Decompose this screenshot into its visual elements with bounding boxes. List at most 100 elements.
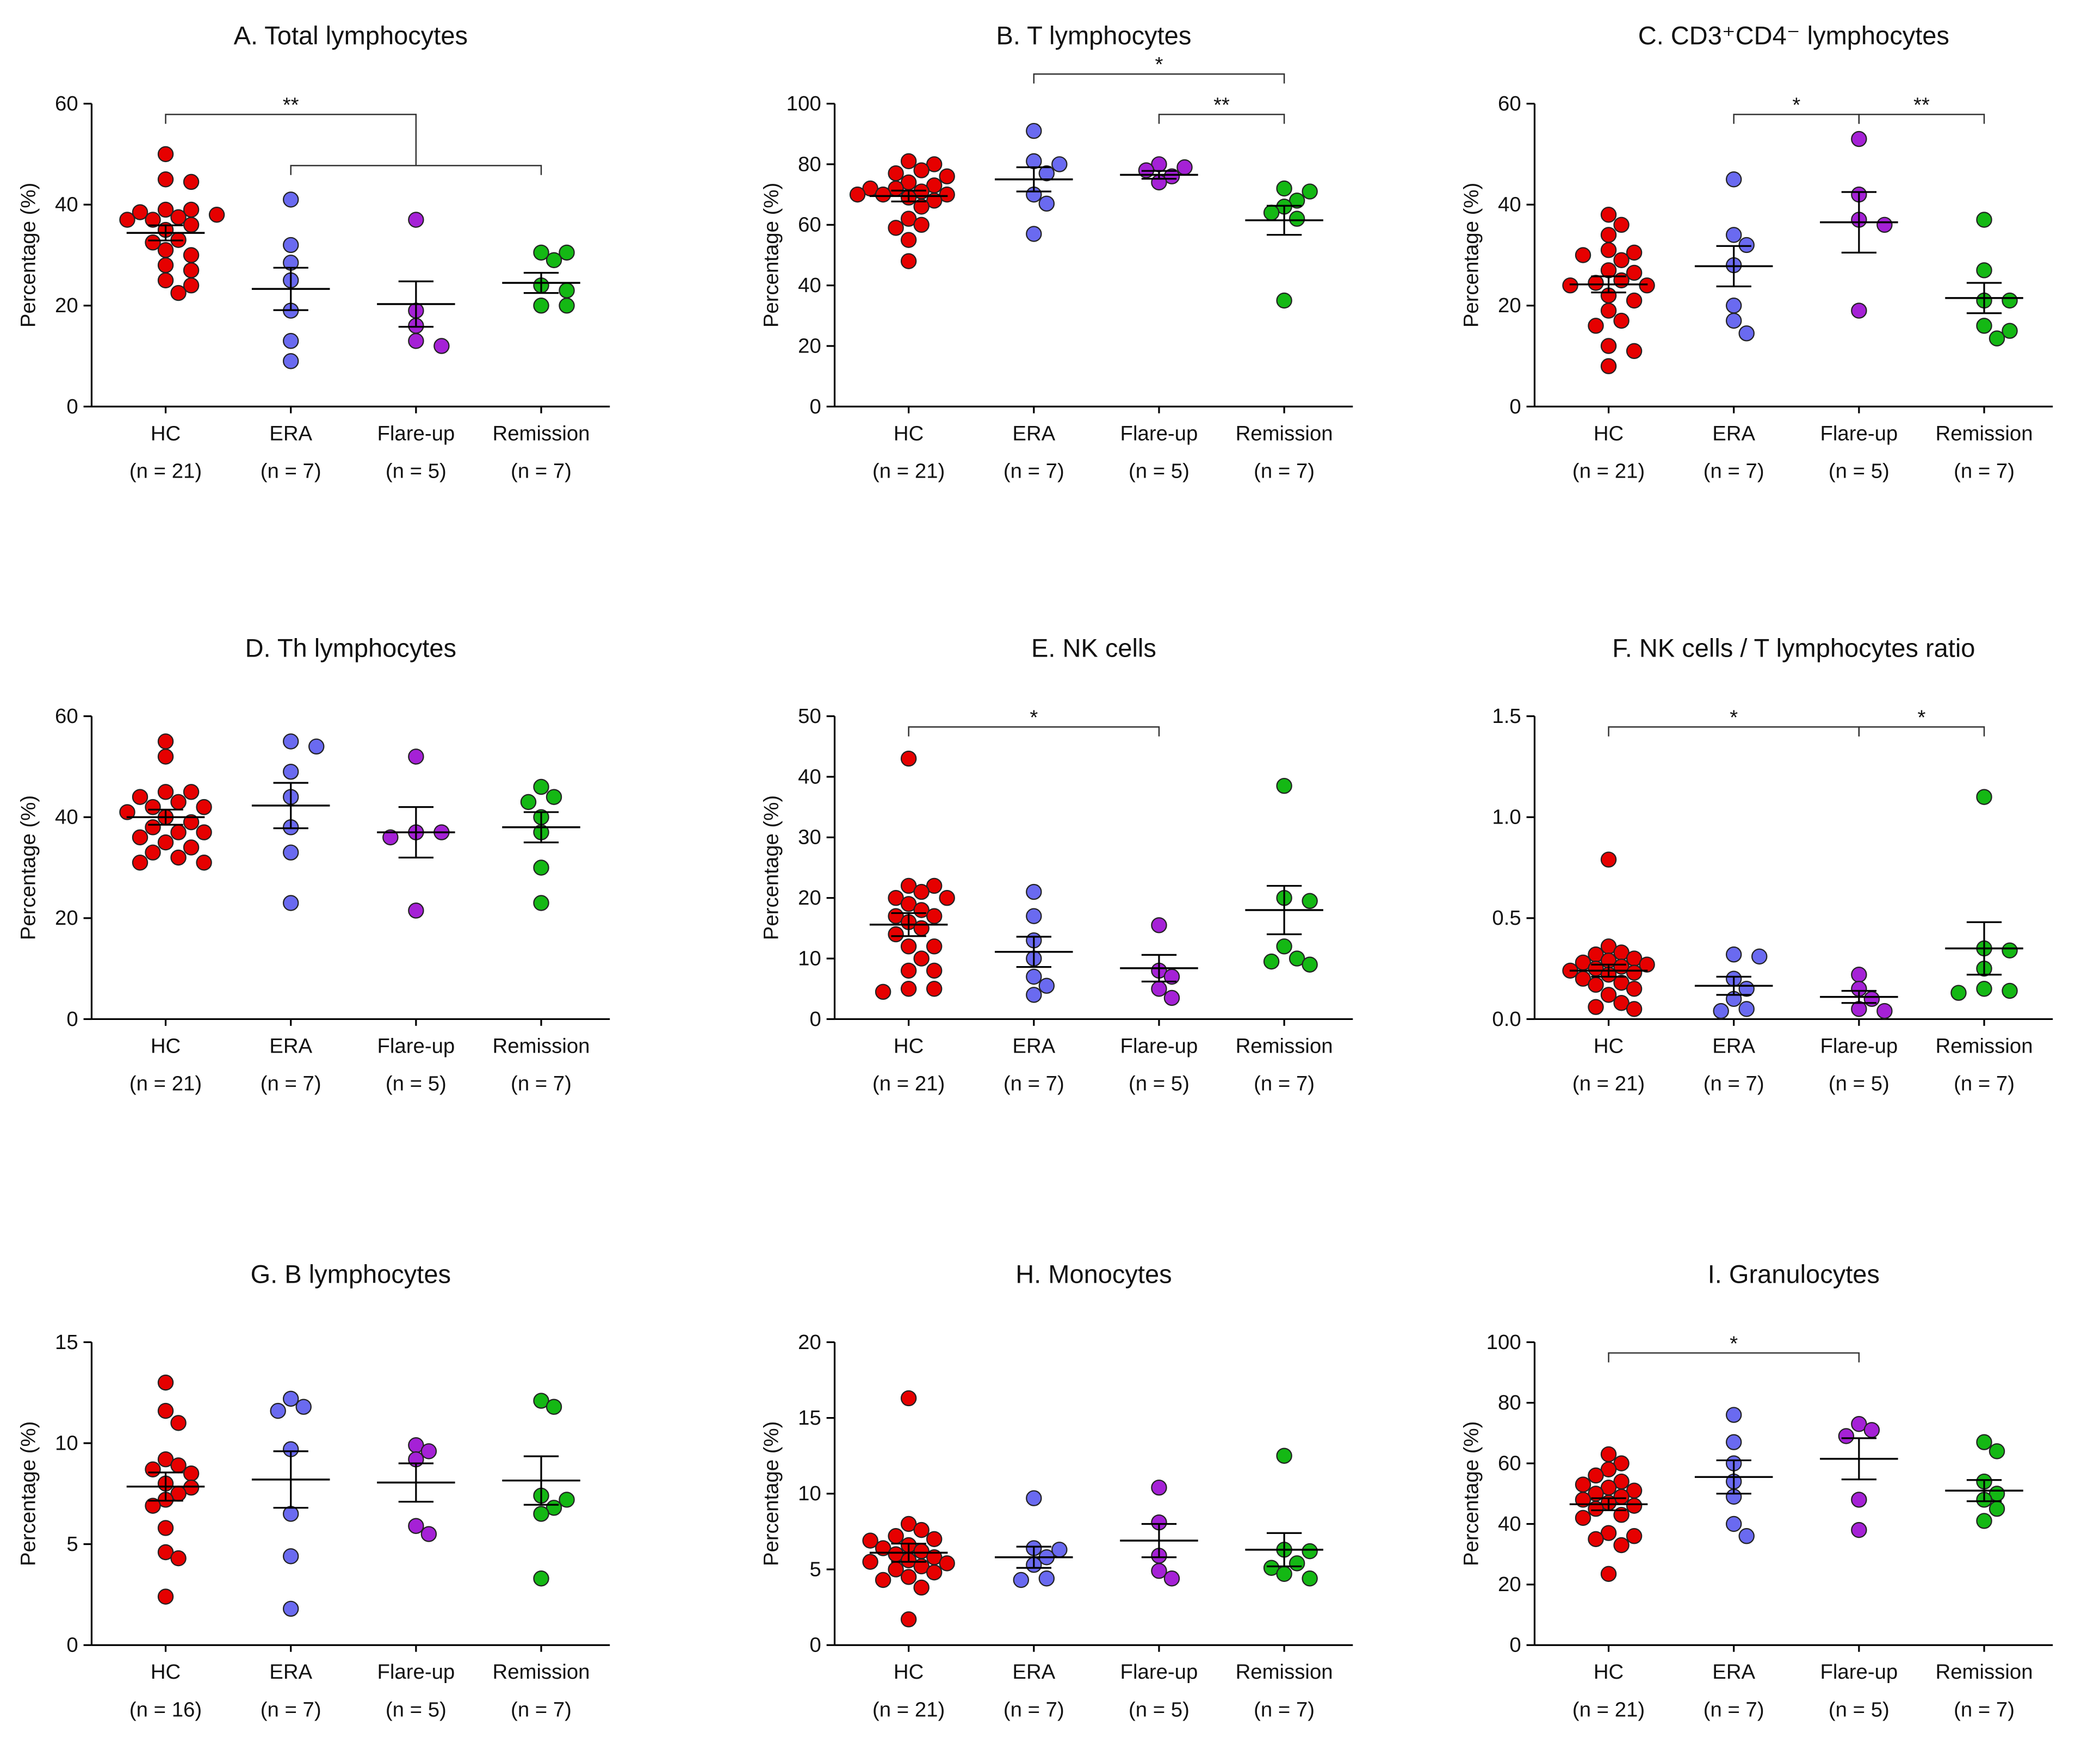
y-tick-label: 0.0 — [1492, 1007, 1521, 1031]
y-tick-label: 60 — [798, 213, 821, 237]
data-point — [1613, 217, 1630, 233]
data-point — [1575, 247, 1591, 263]
y-tick-label: 5 — [809, 1557, 821, 1581]
y-tick-label: 80 — [1498, 1391, 1521, 1414]
data-point — [157, 272, 174, 289]
x-tick-label: HC — [894, 1034, 924, 1057]
data-point — [1263, 205, 1280, 221]
x-tick-label: Flare-up — [1820, 1034, 1898, 1057]
y-tick-label: 60 — [55, 92, 78, 115]
data-point — [1725, 298, 1742, 314]
sem-bar — [398, 280, 434, 328]
data-point — [157, 1451, 174, 1468]
data-point — [546, 1399, 562, 1415]
category-note: (n = 7) — [1954, 1698, 2015, 1721]
y-tick-label: 0 — [66, 1634, 78, 1657]
data-point — [183, 784, 200, 800]
data-point — [1289, 211, 1305, 227]
sem-bar — [891, 912, 926, 937]
data-point — [196, 855, 212, 871]
data-point — [888, 165, 904, 182]
data-point — [170, 1457, 187, 1474]
data-point — [1588, 976, 1604, 993]
data-point — [1588, 1467, 1604, 1484]
data-point — [1302, 1570, 1318, 1587]
data-point — [1876, 217, 1893, 233]
y-tick-label: 40 — [55, 806, 78, 829]
category-note: (n = 7) — [1254, 1698, 1315, 1721]
sem-bar — [1016, 1545, 1051, 1569]
data-point — [1276, 292, 1292, 309]
x-tick-label: HC — [151, 1660, 181, 1684]
data-point — [1626, 964, 1643, 981]
y-tick-label: 15 — [55, 1331, 78, 1354]
category-note: (n = 7) — [1703, 1072, 1764, 1096]
data-point — [1725, 1516, 1742, 1532]
data-point — [926, 981, 943, 997]
x-tick-label: Remission — [1936, 422, 2033, 445]
data-point — [900, 981, 917, 997]
significance-label: * — [1030, 706, 1038, 729]
data-point — [926, 962, 943, 979]
data-point — [1151, 1563, 1167, 1579]
data-point — [1289, 1555, 1305, 1572]
data-point — [157, 146, 174, 163]
data-point — [1038, 1570, 1055, 1587]
significance-bracket — [908, 726, 1160, 737]
data-point — [157, 834, 174, 851]
sem-bar — [891, 189, 926, 203]
data-point — [1639, 956, 1655, 973]
data-point — [157, 1588, 174, 1605]
panel-title: E. NK cells — [1031, 634, 1156, 663]
panel-title: F. NK cells / T lymphocytes ratio — [1612, 634, 1975, 663]
data-point — [900, 211, 917, 227]
data-point — [1626, 292, 1643, 309]
x-tick-label: Remission — [1936, 1034, 2033, 1057]
sem-bar — [148, 224, 183, 242]
sem-bar — [398, 806, 434, 859]
x-tick-label: Remission — [1236, 1034, 1333, 1057]
data-point — [382, 829, 399, 846]
significance-bracket — [1858, 114, 1985, 124]
y-tick-label: 0 — [1509, 395, 1521, 418]
data-point — [1026, 226, 1042, 242]
y-axis-label: Percentage (%) — [760, 183, 783, 327]
data-point — [1026, 122, 1042, 139]
significance-bracket — [1033, 73, 1285, 84]
data-point — [533, 1506, 549, 1522]
data-point — [1989, 1500, 2005, 1517]
data-point — [1851, 967, 1867, 983]
x-tick-label: HC — [894, 422, 924, 445]
panel-title: I. Granulocytes — [1708, 1260, 1880, 1289]
data-point — [1026, 987, 1042, 1003]
x-tick-label: Remission — [493, 422, 590, 445]
data-point — [1950, 985, 1967, 1001]
y-tick-label: 1.5 — [1492, 704, 1521, 728]
data-point — [1600, 262, 1617, 279]
data-point — [1851, 1416, 1867, 1432]
y-tick-label: 1.0 — [1492, 806, 1521, 829]
data-point — [1876, 1003, 1893, 1019]
data-point — [170, 849, 187, 866]
x-tick-label: Flare-up — [377, 1660, 455, 1684]
data-point — [2002, 942, 2018, 958]
data-point — [1976, 789, 1992, 805]
data-point — [2002, 292, 2018, 309]
data-point — [533, 778, 549, 795]
data-point — [157, 1374, 174, 1391]
y-tick-label: 40 — [1498, 193, 1521, 217]
sem-bar — [1591, 1497, 1626, 1512]
data-point — [2002, 323, 2018, 339]
data-point — [1626, 981, 1643, 997]
panel: E. NK cells Percentage (%) 0 10 20 30 40 50 HC (n… — [760, 634, 1353, 1096]
sem-bar — [1591, 275, 1626, 294]
data-point — [132, 829, 148, 846]
data-point — [408, 333, 424, 349]
data-point — [119, 804, 135, 820]
data-point — [1863, 991, 1880, 1007]
category-note: (n = 7) — [1003, 460, 1064, 483]
category-note: (n = 5) — [1129, 1072, 1190, 1096]
data-point — [1600, 338, 1617, 354]
data-point — [157, 784, 174, 800]
data-point — [1639, 277, 1655, 294]
